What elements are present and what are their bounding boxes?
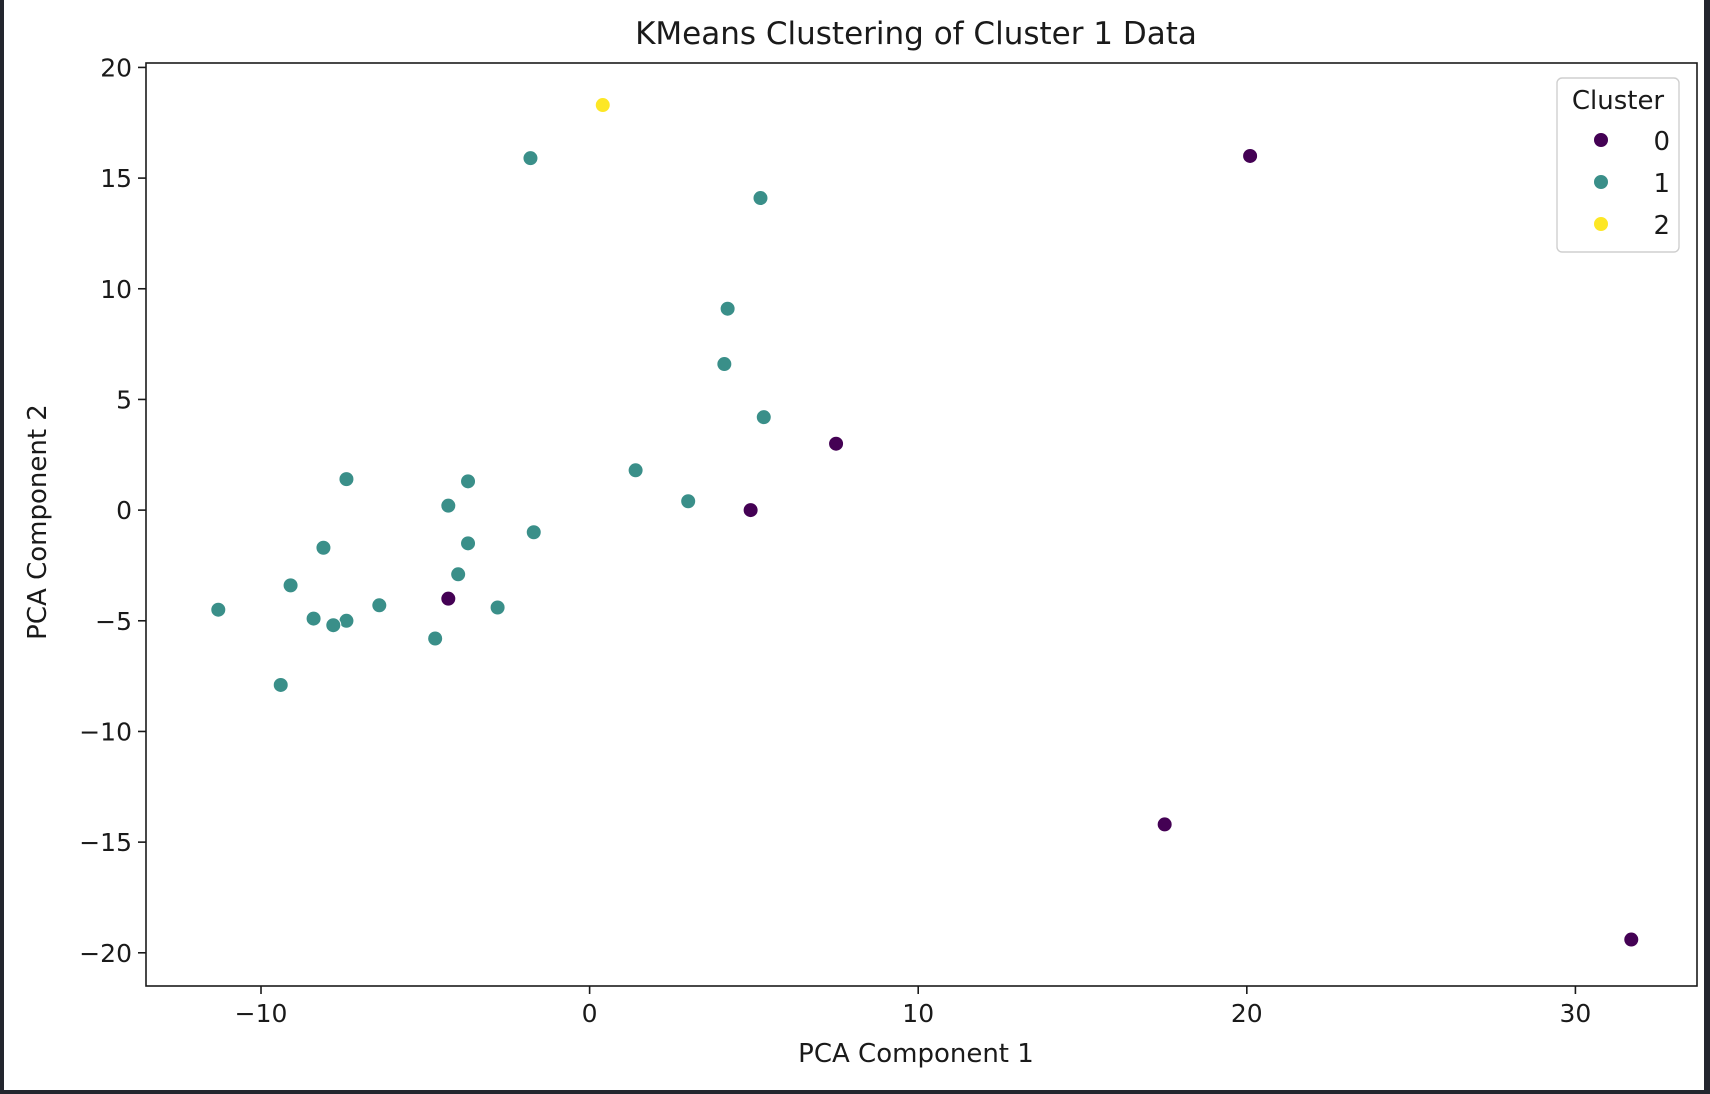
scatter-point-cluster-1 [315, 539, 332, 556]
legend-title: Cluster [1572, 86, 1665, 116]
scatter-point-cluster-1 [450, 566, 467, 583]
scatter-point-cluster-1 [272, 676, 289, 693]
scatter-point-cluster-1 [680, 493, 697, 510]
legend-label-cluster-2: 2 [1653, 211, 1670, 241]
y-tick-label: 20 [100, 53, 132, 82]
scatter-point-cluster-1 [440, 497, 457, 514]
scatter-point-cluster-1 [338, 471, 355, 488]
legend-marker-cluster-2 [1593, 216, 1609, 232]
scatter-point-cluster-0 [828, 435, 845, 452]
scatter-point-cluster-1 [427, 630, 444, 647]
scatter-point-cluster-0 [1156, 816, 1173, 833]
legend-marker-cluster-0 [1593, 132, 1609, 148]
x-tick-label: −10 [235, 999, 288, 1028]
scatter-point-cluster-1 [460, 535, 477, 552]
y-tick-label: 0 [116, 496, 132, 525]
y-tick-label: −15 [79, 828, 132, 857]
y-tick-label: 10 [100, 275, 132, 304]
x-tick-label: 20 [1231, 999, 1263, 1028]
y-axis: −20 −15 −10 −5 0 5 10 15 20 [79, 53, 146, 968]
x-tick-label: 0 [582, 999, 598, 1028]
scatter-point-cluster-0 [1623, 931, 1640, 948]
scatter-point-cluster-1 [522, 150, 539, 167]
plot-area [145, 62, 1698, 987]
scatter-point-cluster-0 [742, 502, 759, 519]
scatter-point-cluster-1 [627, 462, 644, 479]
scatter-point-cluster-1 [282, 577, 299, 594]
scatter-point-cluster-0 [440, 590, 457, 607]
y-tick-label: −5 [95, 607, 132, 636]
legend-label-cluster-0: 0 [1653, 127, 1670, 157]
figure: KMeans Clustering of Cluster 1 Data −10 0… [4, 0, 1704, 1090]
y-axis-label: PCA Component 2 [23, 404, 53, 640]
scatter-point-cluster-1 [371, 597, 388, 614]
scatter-point-cluster-1 [719, 300, 736, 317]
x-axis: −10 0 10 20 30 [235, 986, 1592, 1028]
scatter-point-cluster-1 [460, 473, 477, 490]
y-tick-label: 15 [100, 164, 132, 193]
scatter-point-cluster-1 [716, 356, 733, 373]
scatter-point-cluster-1 [755, 409, 772, 426]
scatter-point-cluster-1 [752, 190, 769, 207]
y-tick-label: 5 [116, 385, 132, 414]
legend: Cluster 0 1 2 [1556, 77, 1680, 253]
scatter-point-cluster-1 [210, 601, 227, 618]
scatter-point-cluster-2 [594, 97, 611, 114]
data-points [210, 97, 1640, 948]
legend-marker-cluster-1 [1593, 174, 1609, 190]
y-tick-label: −10 [79, 717, 132, 746]
scatter-chart: KMeans Clustering of Cluster 1 Data −10 0… [23, 16, 1698, 1069]
legend-label-cluster-1: 1 [1653, 169, 1670, 199]
scatter-point-cluster-1 [305, 610, 322, 627]
scatter-point-cluster-1 [525, 524, 542, 541]
x-tick-label: 30 [1560, 999, 1592, 1028]
chart-title: KMeans Clustering of Cluster 1 Data [635, 16, 1197, 52]
x-axis-label: PCA Component 1 [798, 1039, 1034, 1069]
legend-box [1556, 77, 1680, 253]
x-tick-label: 10 [902, 999, 934, 1028]
y-tick-label: −20 [79, 939, 132, 968]
scatter-point-cluster-1 [489, 599, 506, 616]
legend-items: 0 1 2 [1593, 127, 1670, 241]
scatter-point-cluster-0 [1242, 147, 1259, 164]
scatter-point-cluster-1 [325, 617, 342, 634]
